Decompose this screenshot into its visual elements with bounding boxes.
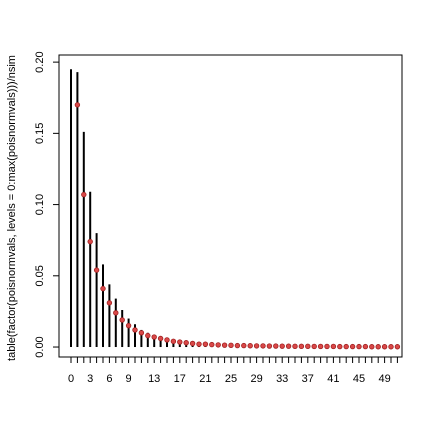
- point: [362, 343, 369, 350]
- point: [93, 267, 100, 273]
- y-tick-label: 0.05: [34, 265, 46, 286]
- point: [349, 343, 356, 350]
- point: [138, 330, 145, 336]
- point: [151, 334, 157, 340]
- point: [189, 340, 196, 347]
- point: [337, 343, 343, 350]
- point: [388, 344, 394, 350]
- point: [145, 332, 151, 339]
- point: [234, 342, 241, 349]
- point: [292, 343, 298, 350]
- point: [87, 238, 93, 245]
- x-tick-label: 29: [250, 373, 262, 385]
- point: [241, 342, 247, 349]
- point: [381, 344, 388, 350]
- x-tick-label: 41: [327, 373, 339, 385]
- x-tick-label: 25: [225, 373, 237, 385]
- x-tick-label: 37: [302, 373, 314, 385]
- point: [375, 344, 381, 350]
- point: [164, 337, 170, 343]
- point: [81, 191, 87, 198]
- point: [285, 343, 292, 349]
- point: [356, 343, 362, 350]
- point: [253, 343, 260, 349]
- point: [273, 343, 279, 349]
- x-tick-label: 13: [148, 373, 160, 385]
- point: [324, 343, 330, 350]
- point: [209, 341, 215, 348]
- y-tick-label: 0.10: [34, 194, 46, 215]
- plot-box: [58, 54, 403, 358]
- x-tick-label: 45: [353, 373, 365, 385]
- x-tick-label: 21: [199, 373, 211, 385]
- point: [266, 343, 273, 349]
- point: [228, 342, 234, 349]
- point: [196, 341, 202, 347]
- point: [100, 285, 106, 292]
- point: [119, 317, 125, 323]
- point: [247, 343, 253, 349]
- point: [343, 343, 349, 350]
- point: [260, 343, 266, 349]
- y-tick-label: 0.20: [34, 51, 46, 72]
- x-tick-label: 3: [87, 373, 93, 385]
- point: [202, 341, 209, 347]
- x-tick-label: 49: [378, 373, 390, 385]
- x-tick-label: 17: [174, 373, 186, 385]
- x-tick-label: 0: [68, 373, 74, 385]
- x-tick-label: 9: [126, 373, 132, 385]
- point: [132, 327, 138, 333]
- point: [317, 343, 324, 350]
- point: [394, 344, 401, 350]
- point: [279, 343, 285, 349]
- y-axis-label: table(factor(poisnormvals, levels = 0:ma…: [6, 55, 18, 361]
- y-tick-label: 0.00: [34, 336, 46, 357]
- point: [106, 300, 113, 306]
- point: [170, 338, 177, 345]
- point: [177, 339, 183, 345]
- x-tick-label: 6: [106, 373, 112, 385]
- point: [157, 335, 164, 342]
- point: [330, 343, 337, 350]
- point: [125, 322, 132, 329]
- point: [215, 342, 221, 348]
- point: [311, 343, 317, 350]
- point: [298, 343, 305, 350]
- point: [369, 344, 375, 350]
- x-tick-label: 33: [276, 373, 288, 385]
- point: [305, 343, 311, 350]
- point: [183, 340, 189, 346]
- point: [74, 102, 81, 108]
- y-tick-label: 0.15: [34, 123, 46, 144]
- point: [221, 342, 228, 348]
- point: [113, 310, 119, 316]
